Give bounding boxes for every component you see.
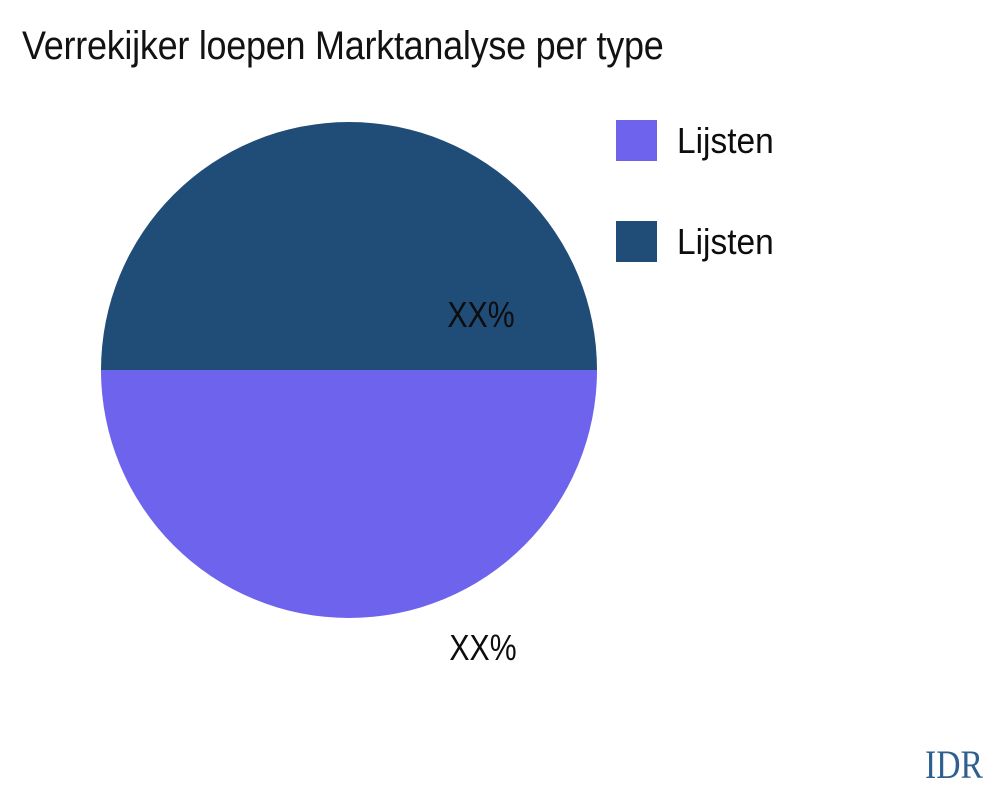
legend-label: Lijsten bbox=[677, 119, 774, 161]
chart-title: Verrekijker loepen Marktanalyse per type bbox=[22, 24, 664, 68]
legend-swatch-purple bbox=[616, 120, 657, 161]
legend-swatch-navy bbox=[616, 221, 657, 262]
pie-slice-label-bottom: XX% bbox=[449, 627, 517, 668]
legend-item-1: Lijsten bbox=[616, 221, 781, 262]
legend-item-0: Lijsten bbox=[616, 120, 781, 161]
legend: Lijsten Lijsten bbox=[616, 120, 781, 322]
pie-slice-label-top: XX% bbox=[447, 294, 515, 335]
legend-label: Lijsten bbox=[677, 220, 774, 262]
currency-watermark: IDR bbox=[925, 742, 983, 787]
pie-chart: XX% XX% bbox=[101, 122, 597, 668]
